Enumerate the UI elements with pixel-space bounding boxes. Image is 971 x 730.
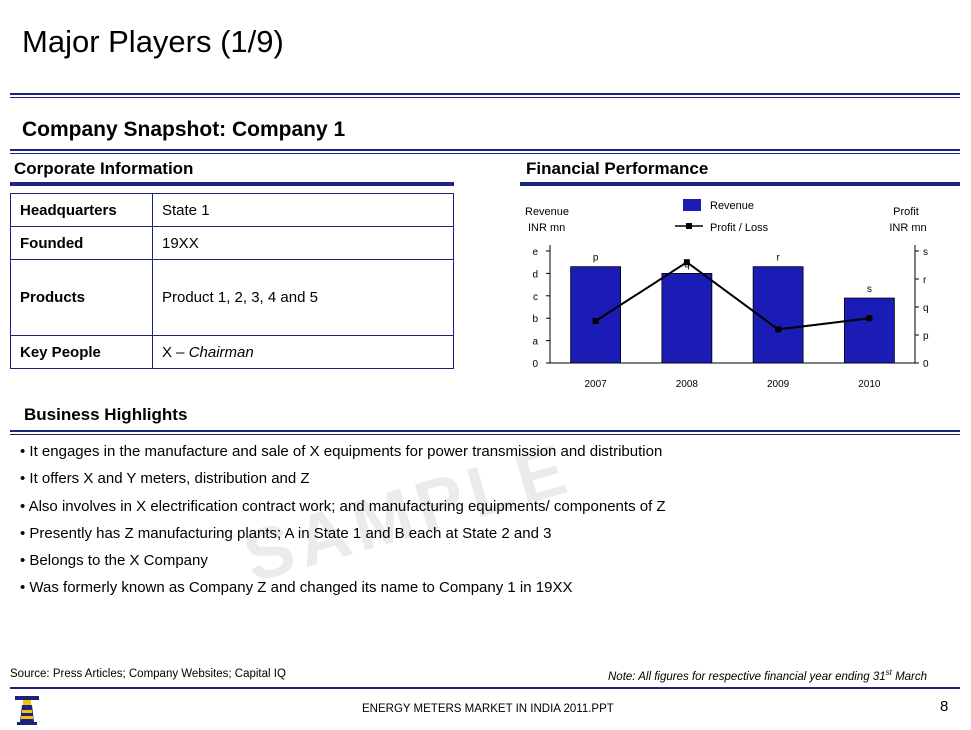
financial-chart: Revenue INR mn Profit INR mn Revenue Profit /… — [520, 193, 945, 393]
category-label: 2009 — [767, 379, 790, 390]
revenue-bar — [752, 266, 804, 364]
corporate-table: Headquarters State 1 Founded 19XX Produc… — [10, 193, 454, 369]
fiscal-note-sup: st — [885, 668, 892, 677]
financial-heading-underline — [520, 182, 960, 186]
left-axis-unit: INR mn — [528, 222, 565, 234]
revenue-bar-label: p — [593, 253, 599, 264]
table-row: Founded 19XX — [10, 226, 454, 260]
row-key: Key People — [10, 335, 153, 369]
business-heading: Business Highlights — [24, 405, 188, 424]
value-role: Chairman — [188, 343, 254, 361]
left-tick-label: 0 — [532, 359, 538, 370]
value-prefix: X – — [162, 343, 189, 361]
title-divider — [10, 93, 960, 98]
table-row: Products Product 1, 2, 3, 4 and 5 — [10, 259, 454, 336]
profit-line — [595, 260, 870, 331]
row-value: 19XX — [152, 226, 454, 260]
row-key: Products — [10, 259, 153, 336]
revenue-bar — [843, 297, 895, 364]
right-tick-label: 0 — [923, 359, 929, 370]
corporate-heading-underline — [10, 182, 454, 186]
list-item: • It engages in the manufacture and sale… — [20, 443, 663, 460]
revenue-bar — [661, 273, 713, 364]
legend-label-profit: Profit / Loss — [710, 222, 769, 234]
financial-chart-svg: Revenue INR mn Profit INR mn Revenue Profit /… — [525, 199, 929, 390]
fiscal-note: Note: All figures for respective financi… — [608, 668, 927, 683]
right-tick-label: s — [923, 247, 928, 258]
table-row: Key People X – Chairman — [10, 335, 454, 369]
corporate-heading: Corporate Information — [14, 159, 194, 178]
row-key: Headquarters — [10, 193, 153, 227]
left-tick-label: c — [533, 292, 538, 303]
legend-swatch-revenue — [683, 199, 701, 211]
profit-point — [866, 315, 873, 322]
page-number: 8 — [940, 698, 949, 715]
financial-heading: Financial Performance — [526, 159, 709, 178]
fiscal-note-text: Note: All figures for respective financi… — [608, 670, 886, 683]
left-tick-label: e — [532, 247, 538, 258]
row-value: State 1 — [152, 193, 454, 227]
category-label: 2010 — [858, 379, 881, 390]
footer-title: ENERGY METERS MARKET IN INDIA 2011.PPT — [362, 703, 614, 715]
legend-label-revenue: Revenue — [710, 200, 754, 212]
list-item: • Was formerly known as Company Z and ch… — [20, 579, 573, 597]
row-value: X – Chairman — [152, 335, 454, 369]
left-tick-label: b — [532, 314, 538, 325]
slide-title: Major Players (1/9) — [22, 24, 284, 59]
left-tick-label: a — [532, 337, 538, 348]
footer-divider — [10, 687, 960, 689]
business-divider — [10, 430, 960, 435]
row-key: Founded — [10, 226, 153, 260]
revenue-bar — [570, 266, 622, 364]
right-axis-unit: INR mn — [889, 222, 926, 234]
right-axis-title: Profit — [893, 206, 919, 218]
table-row: Headquarters State 1 — [10, 193, 454, 227]
legend-marker-profit — [686, 223, 692, 229]
list-item: • It offers X and Y meters, distribution… — [20, 470, 310, 488]
profit-point — [775, 326, 782, 333]
category-label: 2008 — [676, 379, 699, 390]
business-bullets: • It engages in the manufacture and sale… — [20, 438, 666, 602]
row-value: Product 1, 2, 3, 4 and 5 — [152, 259, 454, 336]
fiscal-note-suffix: March — [891, 670, 928, 683]
profit-point — [592, 318, 599, 324]
list-item: • Belongs to the X Company — [20, 552, 208, 570]
list-item: • Also involves in X electrification con… — [20, 497, 666, 515]
left-tick-label: d — [532, 269, 538, 280]
revenue-bar-label: r — [776, 253, 780, 264]
lighthouse-icon — [12, 693, 42, 725]
right-tick-label: p — [923, 331, 929, 342]
left-axis-title: Revenue — [525, 206, 569, 218]
list-item: • Presently has Z manufacturing plants; … — [20, 524, 552, 542]
category-label: 2007 — [585, 379, 608, 390]
source-note: Source: Press Articles; Company Websites… — [10, 668, 286, 680]
revenue-bar-label: s — [867, 284, 872, 295]
right-tick-label: q — [923, 303, 929, 314]
subtitle-divider — [10, 149, 960, 154]
profit-point — [683, 259, 690, 266]
right-tick-label: r — [923, 275, 927, 286]
subtitle: Company Snapshot: Company 1 — [22, 118, 346, 141]
